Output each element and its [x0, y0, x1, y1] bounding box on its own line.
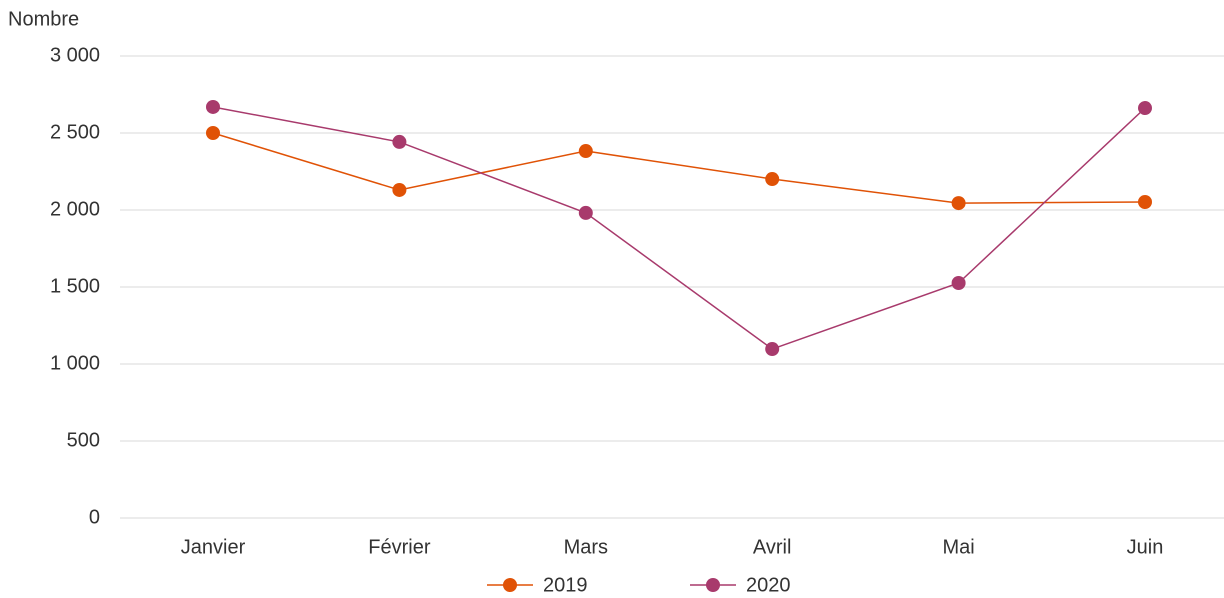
x-tick-label: Février	[368, 536, 431, 558]
legend-marker	[503, 578, 517, 592]
x-tick-label: Avril	[753, 536, 792, 558]
y-tick-label: 1 500	[50, 275, 100, 297]
y-axis-label: Nombre	[8, 8, 79, 30]
y-tick-label: 1 000	[50, 352, 100, 374]
data-point	[1138, 194, 1152, 209]
data-point	[206, 126, 220, 140]
data-point	[951, 275, 966, 290]
legend-label: 2019	[543, 574, 588, 596]
data-point	[392, 182, 407, 197]
data-point	[765, 342, 780, 357]
x-tick-label: Mars	[564, 536, 608, 558]
data-point	[1138, 101, 1152, 116]
y-tick-label: 2 500	[50, 121, 100, 143]
x-tick-label: Juin	[1127, 536, 1164, 558]
x-tick-label: Mai	[942, 536, 974, 558]
y-tick-label: 0	[89, 506, 100, 528]
data-point	[951, 196, 966, 211]
y-tick-label: 3 000	[50, 44, 100, 66]
data-point	[765, 172, 780, 187]
legend-label: 2020	[746, 574, 791, 596]
series-line	[212, 106, 1146, 350]
x-tick-label: Janvier	[181, 536, 246, 558]
legend-marker	[706, 578, 720, 592]
data-point	[206, 99, 220, 114]
data-point	[578, 144, 593, 159]
data-point	[392, 134, 407, 149]
data-point	[578, 205, 593, 220]
series-line	[212, 132, 1146, 204]
y-tick-label: 2 000	[50, 198, 100, 220]
y-tick-label: 500	[67, 429, 100, 451]
